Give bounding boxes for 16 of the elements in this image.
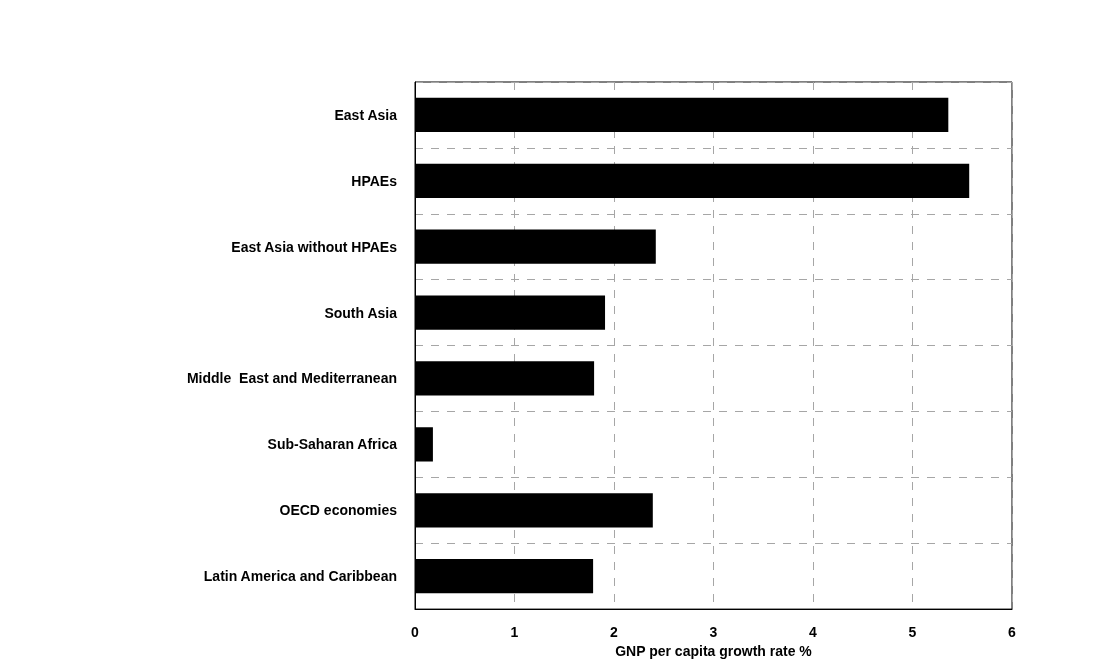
y-tick-label: Middle East and Mediterranean — [186, 370, 397, 387]
y-tick-label: East Asia — [334, 106, 398, 123]
x-axis-title: GNP per capita growth rate % — [615, 643, 813, 659]
y-tick-label: OECD economies — [279, 502, 398, 519]
y-tick-label: Latin America and Caribbean — [203, 568, 397, 585]
y-tick-label: South Asia — [324, 304, 398, 321]
y-tick-label: East Asia without HPAEs — [231, 238, 398, 255]
x-tick-label: 0 — [411, 624, 420, 641]
y-tick-label: HPAEs — [351, 172, 398, 189]
x-tick-label: 5 — [908, 624, 917, 641]
y-tick-label: Sub-Saharan Africa — [267, 436, 398, 453]
x-tick-label: 3 — [709, 624, 718, 641]
x-tick-label: 1 — [510, 624, 519, 641]
x-tick-label: 4 — [809, 624, 818, 641]
x-tick-label: 6 — [1008, 624, 1017, 641]
x-tick-label: 2 — [610, 624, 619, 641]
